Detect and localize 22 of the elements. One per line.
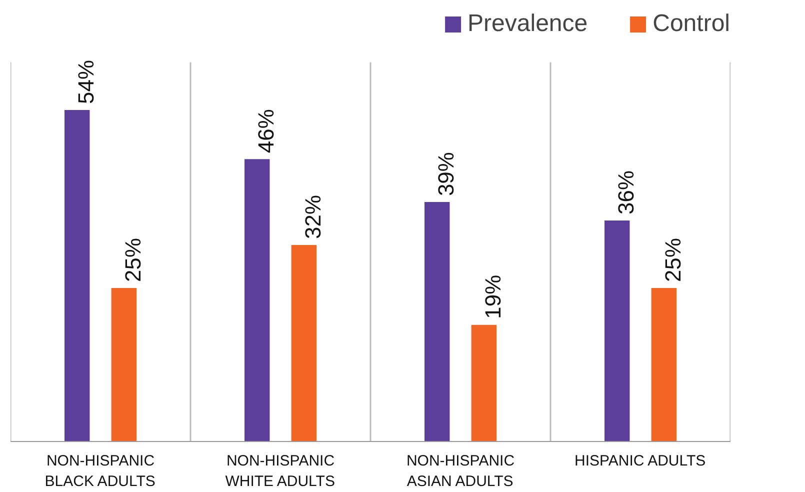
bar: [291, 245, 316, 442]
bar: [424, 202, 450, 442]
data-label: 25%: [660, 238, 686, 282]
data-label: 32%: [300, 194, 326, 240]
data-label: 25%: [120, 238, 146, 282]
bar: [244, 159, 270, 442]
data-label: 36%: [614, 170, 639, 214]
bar: [471, 324, 496, 442]
x-tick-label: HISPANIC ADULTS: [574, 452, 706, 470]
x-tick-label: NON-HISPANIC WHITE ADULTS: [225, 452, 335, 490]
data-label: 54%: [74, 60, 99, 104]
bar: [604, 220, 630, 442]
data-label: 46%: [254, 109, 279, 154]
x-tick-label: NON-HISPANIC ASIAN ADULTS: [406, 452, 515, 490]
data-label: 19%: [480, 274, 506, 319]
bar: [651, 288, 676, 442]
x-tick-label: NON-HISPANIC BLACK ADULTS: [44, 452, 156, 490]
bar: [64, 110, 90, 442]
data-label: 39%: [434, 152, 459, 196]
legend-label: Prevalence: [468, 10, 588, 38]
bar: [111, 288, 136, 442]
legend-label: Control: [652, 10, 730, 38]
